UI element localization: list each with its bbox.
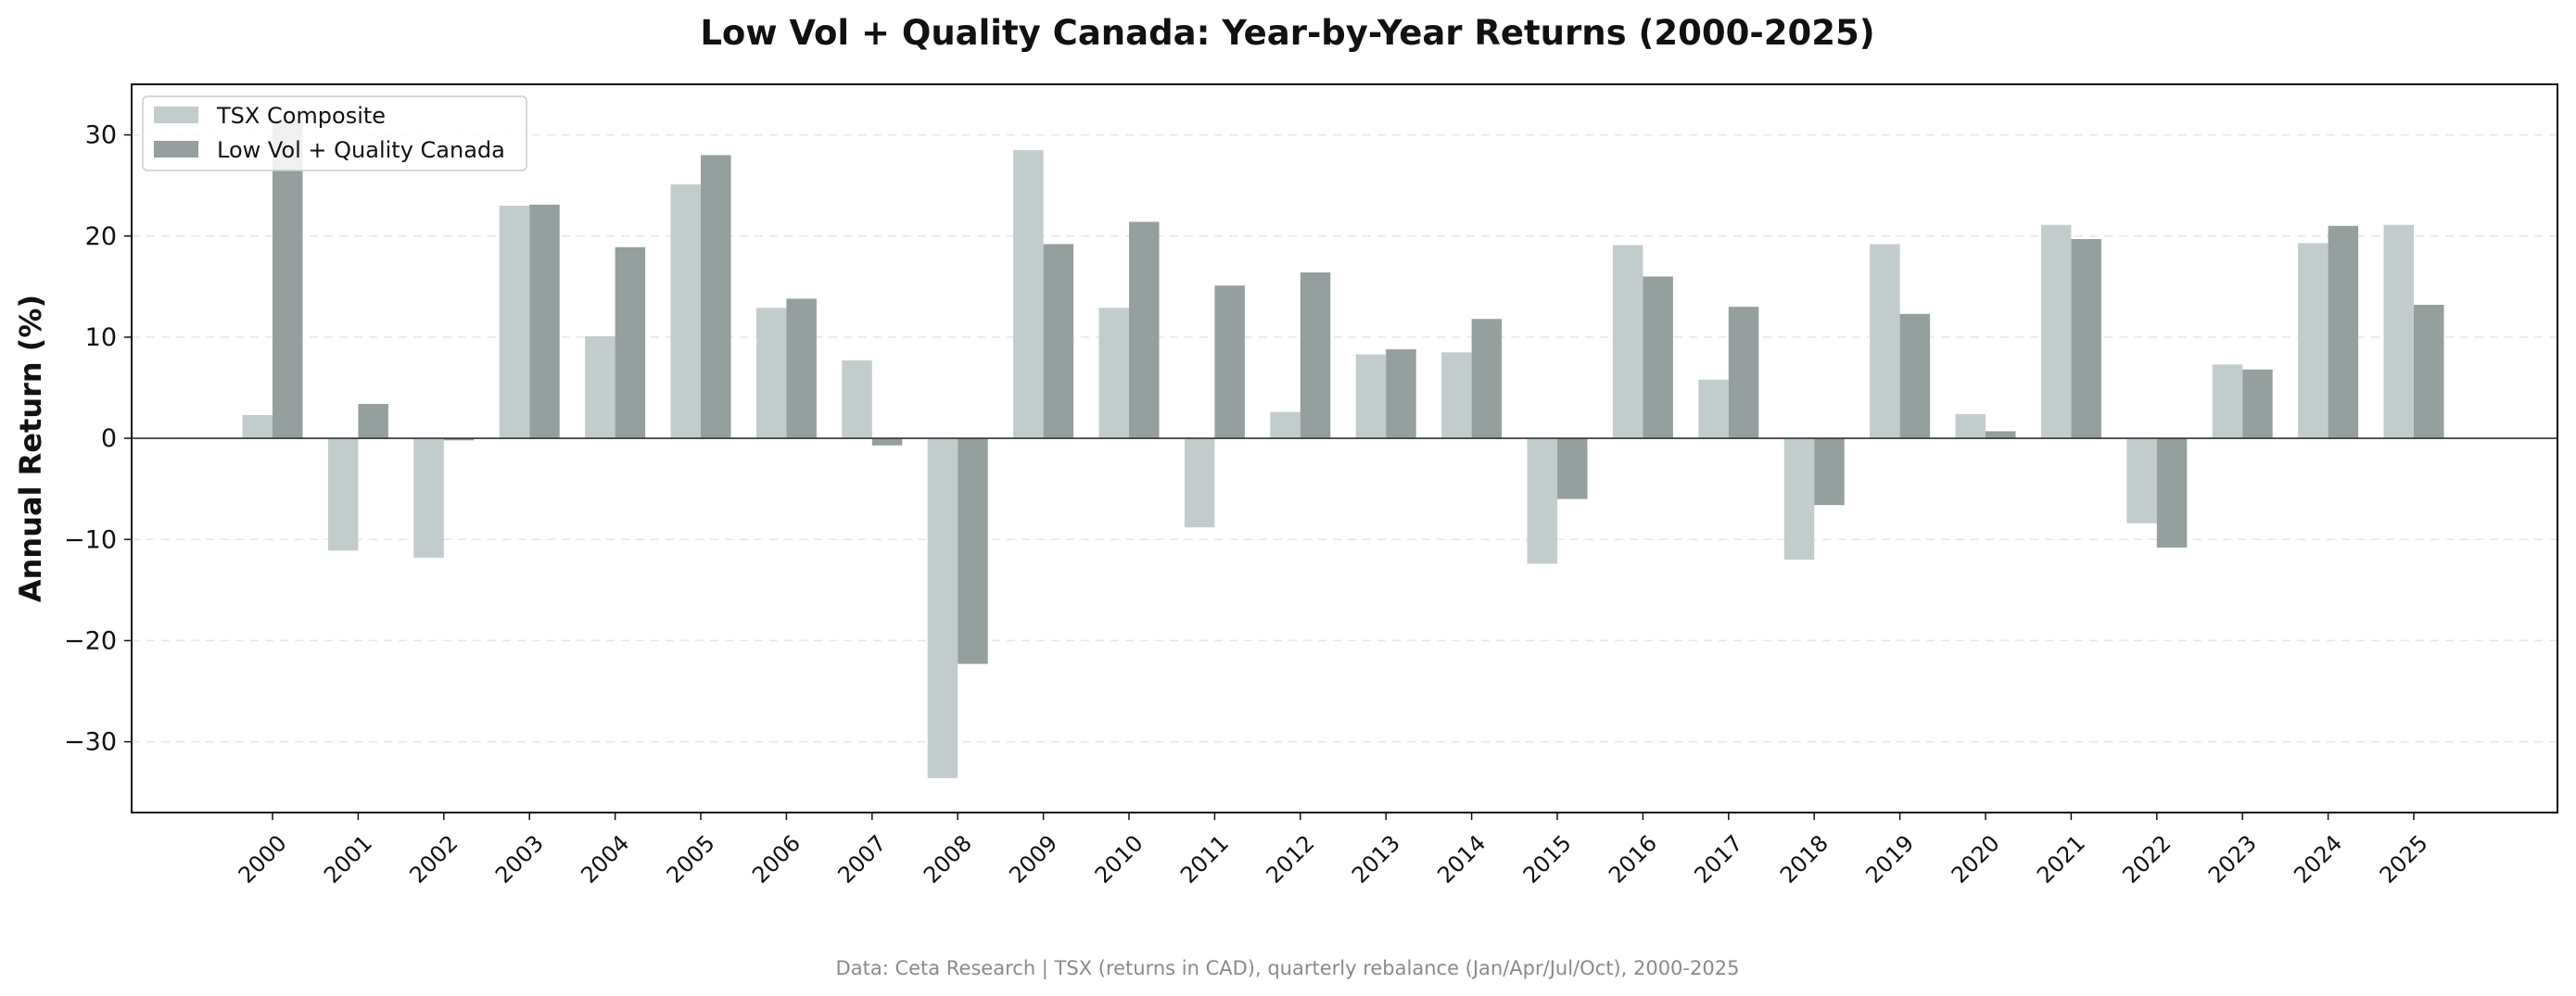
x-tick-label: 2013 — [1347, 830, 1405, 889]
x-tick-label: 2019 — [1860, 830, 1919, 889]
bar-tsx-composite-2006 — [755, 308, 787, 439]
y-tick-label: −20 — [64, 626, 117, 655]
x-tick-label: 2003 — [490, 830, 549, 889]
bar-tsx-composite-2025 — [2383, 224, 2414, 439]
x-tick-label: 2025 — [2375, 830, 2433, 889]
bar-tsx-composite-2012 — [1270, 411, 1301, 439]
y-axis: 30 20 10 0 −10 −20 −30 — [64, 121, 132, 757]
bar-tsx-composite-2019 — [1870, 244, 1900, 439]
bar-low-vol-quality-canada-2019 — [1899, 313, 1931, 439]
bar-tsx-composite-2015 — [1527, 438, 1557, 564]
bar-low-vol-quality-canada-2006 — [786, 298, 817, 439]
x-tick-label: 2000 — [234, 830, 292, 889]
bar-tsx-composite-2007 — [842, 360, 872, 439]
bar-low-vol-quality-canada-2022 — [2156, 438, 2188, 548]
bar-tsx-composite-2004 — [585, 335, 615, 439]
chart-title: Low Vol + Quality Canada: Year-by-Year R… — [700, 13, 1874, 53]
bar-tsx-composite-2011 — [1184, 438, 1215, 528]
plot-frame — [131, 83, 2558, 813]
x-tick-label: 2010 — [1090, 830, 1148, 889]
bar-low-vol-quality-canada-2020 — [1986, 431, 2016, 439]
x-tick-label: 2016 — [1604, 830, 1662, 889]
y-axis-label: Annual Return (%) — [13, 295, 48, 602]
y-tick-label: 10 — [85, 323, 117, 352]
bar-low-vol-quality-canada-2023 — [2242, 369, 2273, 439]
bar-tsx-composite-2021 — [2040, 224, 2072, 439]
bar-low-vol-quality-canada-2003 — [529, 204, 560, 439]
x-tick-label: 2022 — [2117, 830, 2176, 889]
y-tick-label: −30 — [64, 728, 117, 757]
x-tick-label: 2008 — [919, 830, 977, 889]
bar-tsx-composite-2018 — [1783, 438, 1815, 561]
x-tick-label: 2001 — [319, 830, 377, 889]
bar-tsx-composite-2022 — [2126, 438, 2157, 523]
x-tick-label: 2023 — [2203, 830, 2262, 889]
bar-tsx-composite-2023 — [2212, 364, 2243, 439]
x-tick-label: 2004 — [576, 830, 634, 889]
bar-low-vol-quality-canada-2001 — [358, 403, 388, 439]
bar-low-vol-quality-canada-2014 — [1471, 319, 1503, 439]
x-tick-label: 2011 — [1175, 830, 1234, 889]
bar-low-vol-quality-canada-2024 — [2328, 225, 2359, 439]
footer-note: Data: Ceta Research | TSX (returns in CA… — [836, 957, 1740, 980]
legend-swatch-tsx-composite — [154, 107, 198, 123]
bar-low-vol-quality-canada-2025 — [2414, 304, 2444, 439]
bar-tsx-composite-2024 — [2298, 243, 2329, 439]
legend-label-tsx-composite: TSX Composite — [216, 103, 386, 129]
legend-swatch-low-vol-quality-canada — [154, 141, 198, 158]
x-tick-label: 2007 — [832, 830, 891, 889]
bar-tsx-composite-2014 — [1441, 352, 1472, 439]
bar-low-vol-quality-canada-2015 — [1557, 438, 1588, 499]
legend-label-low-vol-quality-canada: Low Vol + Quality Canada — [217, 137, 505, 163]
y-tick-label: 0 — [101, 424, 117, 453]
bar-tsx-composite-2013 — [1355, 354, 1387, 439]
x-tick-label: 2021 — [2032, 830, 2090, 889]
x-tick-label: 2015 — [1518, 830, 1577, 889]
x-tick-label: 2009 — [1004, 830, 1062, 889]
bar-low-vol-quality-canada-2010 — [1129, 221, 1160, 439]
x-tick-label: 2024 — [2289, 830, 2347, 889]
x-tick-label: 2014 — [1432, 830, 1491, 889]
x-axis: 2000 2001 2002 2003 2004 2005 2006 2007 2008 2009… — [234, 813, 2433, 889]
x-tick-label: 2005 — [662, 830, 720, 889]
bar-tsx-composite-2010 — [1098, 308, 1129, 439]
bar-low-vol-quality-canada-2008 — [958, 438, 988, 664]
bar-tsx-composite-2009 — [1013, 149, 1044, 439]
y-tick-label: 20 — [85, 222, 117, 251]
x-tick-label: 2012 — [1261, 830, 1319, 889]
bar-tsx-composite-2017 — [1698, 379, 1729, 439]
bar-tsx-composite-2016 — [1612, 245, 1643, 439]
bar-tsx-composite-2003 — [499, 206, 530, 439]
bar-low-vol-quality-canada-2018 — [1814, 438, 1845, 506]
bar-low-vol-quality-canada-2021 — [2071, 239, 2101, 439]
bar-low-vol-quality-canada-2005 — [701, 155, 731, 439]
bar-low-vol-quality-canada-2016 — [1643, 276, 1673, 439]
x-tick-label: 2002 — [404, 830, 463, 889]
y-tick-label: −10 — [64, 525, 117, 554]
bars — [242, 120, 2444, 778]
bar-low-vol-quality-canada-2000 — [273, 120, 303, 439]
legend-box — [142, 95, 527, 171]
bar-low-vol-quality-canada-2007 — [871, 438, 903, 446]
x-tick-label: 2020 — [1947, 830, 2005, 889]
x-tick-label: 2006 — [747, 830, 806, 889]
bar-tsx-composite-2001 — [327, 438, 359, 551]
bar-tsx-composite-2002 — [413, 438, 444, 558]
x-tick-label: 2018 — [1775, 830, 1834, 889]
legend: TSX Composite Low Vol + Quality Canada — [142, 95, 527, 171]
bar-low-vol-quality-canada-2017 — [1728, 307, 1759, 439]
y-tick-label: 30 — [85, 121, 117, 150]
x-tick-label: 2017 — [1689, 830, 1747, 889]
bar-low-vol-quality-canada-2012 — [1300, 272, 1331, 439]
bar-tsx-composite-2020 — [1955, 413, 1986, 439]
bar-low-vol-quality-canada-2009 — [1043, 244, 1074, 439]
bar-low-vol-quality-canada-2013 — [1386, 349, 1416, 439]
bar-low-vol-quality-canada-2011 — [1214, 285, 1245, 439]
bar-tsx-composite-2000 — [242, 414, 273, 439]
bar-low-vol-quality-canada-2004 — [615, 246, 646, 439]
bar-tsx-composite-2008 — [927, 438, 958, 778]
bar-low-vol-quality-canada-2002 — [443, 438, 475, 441]
bar-tsx-composite-2005 — [670, 184, 701, 439]
